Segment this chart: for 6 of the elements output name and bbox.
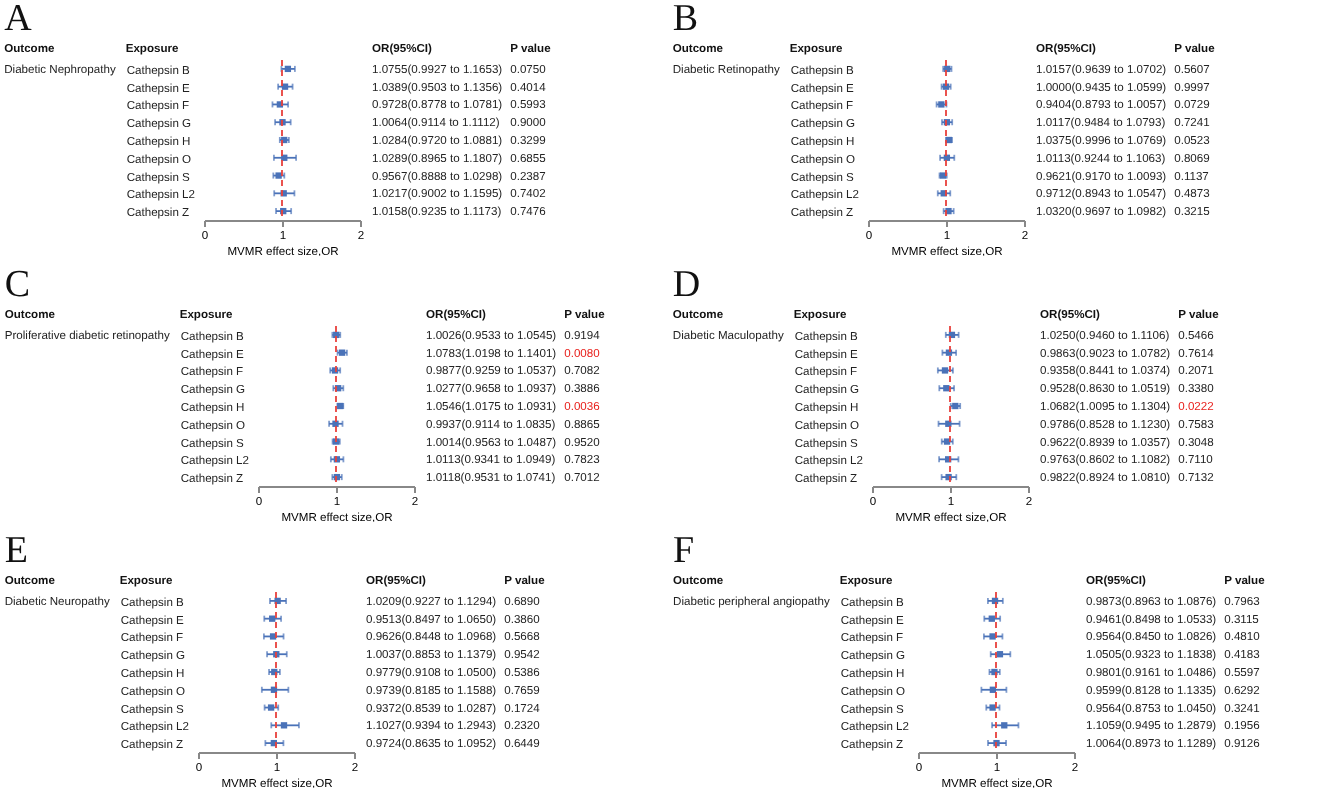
chart-title: E <box>4 530 28 572</box>
chart-title: A <box>4 0 33 40</box>
chart-title: F <box>673 530 695 572</box>
chart-title: D <box>672 264 701 306</box>
chart-title: C <box>4 264 31 306</box>
chart-title: B <box>672 0 699 40</box>
